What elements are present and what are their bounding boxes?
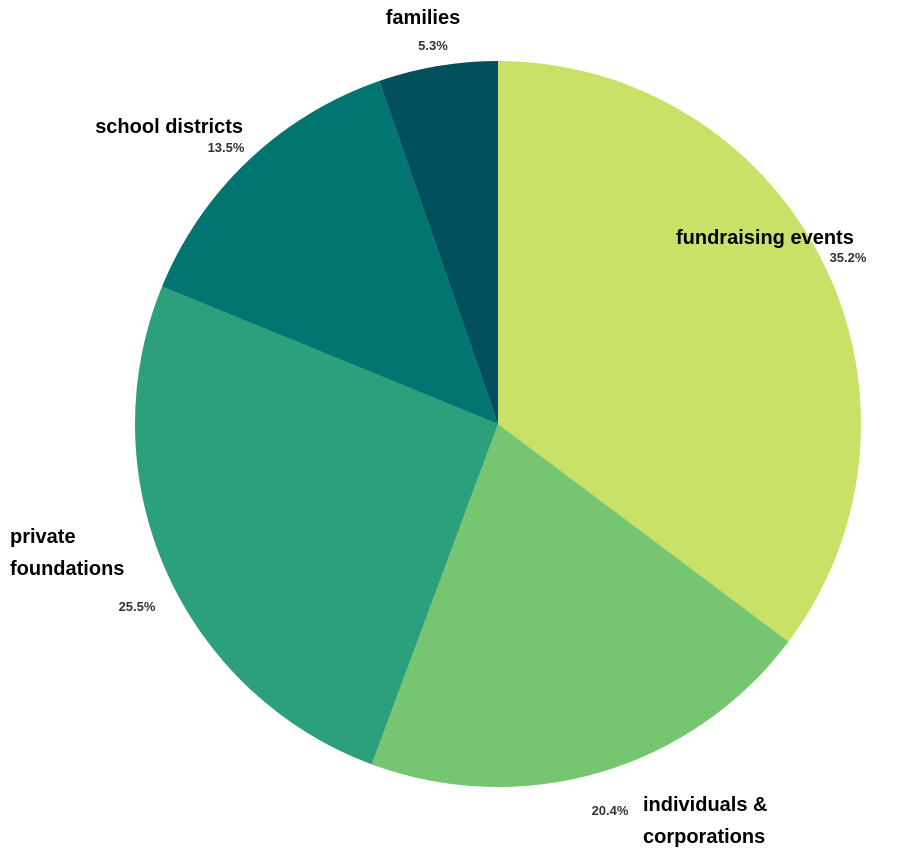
pie-slice-3: [162, 80, 498, 424]
pie-slices: [134, 61, 862, 788]
pie-slice-1: [371, 424, 789, 788]
pie-slice-2: [134, 286, 499, 765]
slice-label-4-0: families: [386, 7, 460, 29]
slice-value-3: 13.5%: [208, 140, 245, 155]
pie-slice-0: [498, 61, 862, 642]
slice-label-1-0: individuals &: [643, 794, 767, 816]
slice-label-2-0: private: [10, 526, 76, 548]
slice-value-2: 25.5%: [119, 599, 156, 614]
slice-value-1: 20.4%: [592, 803, 629, 818]
slice-label-1-1: corporations: [643, 826, 765, 848]
slice-label-2-1: foundations: [10, 558, 124, 580]
slice-value-4: 5.3%: [418, 38, 448, 53]
pie-slice-4: [379, 61, 498, 424]
slice-label-3-0: school districts: [95, 116, 243, 138]
slice-value-0: 35.2%: [830, 250, 867, 265]
slice-label-0-0: fundraising events: [676, 227, 854, 249]
